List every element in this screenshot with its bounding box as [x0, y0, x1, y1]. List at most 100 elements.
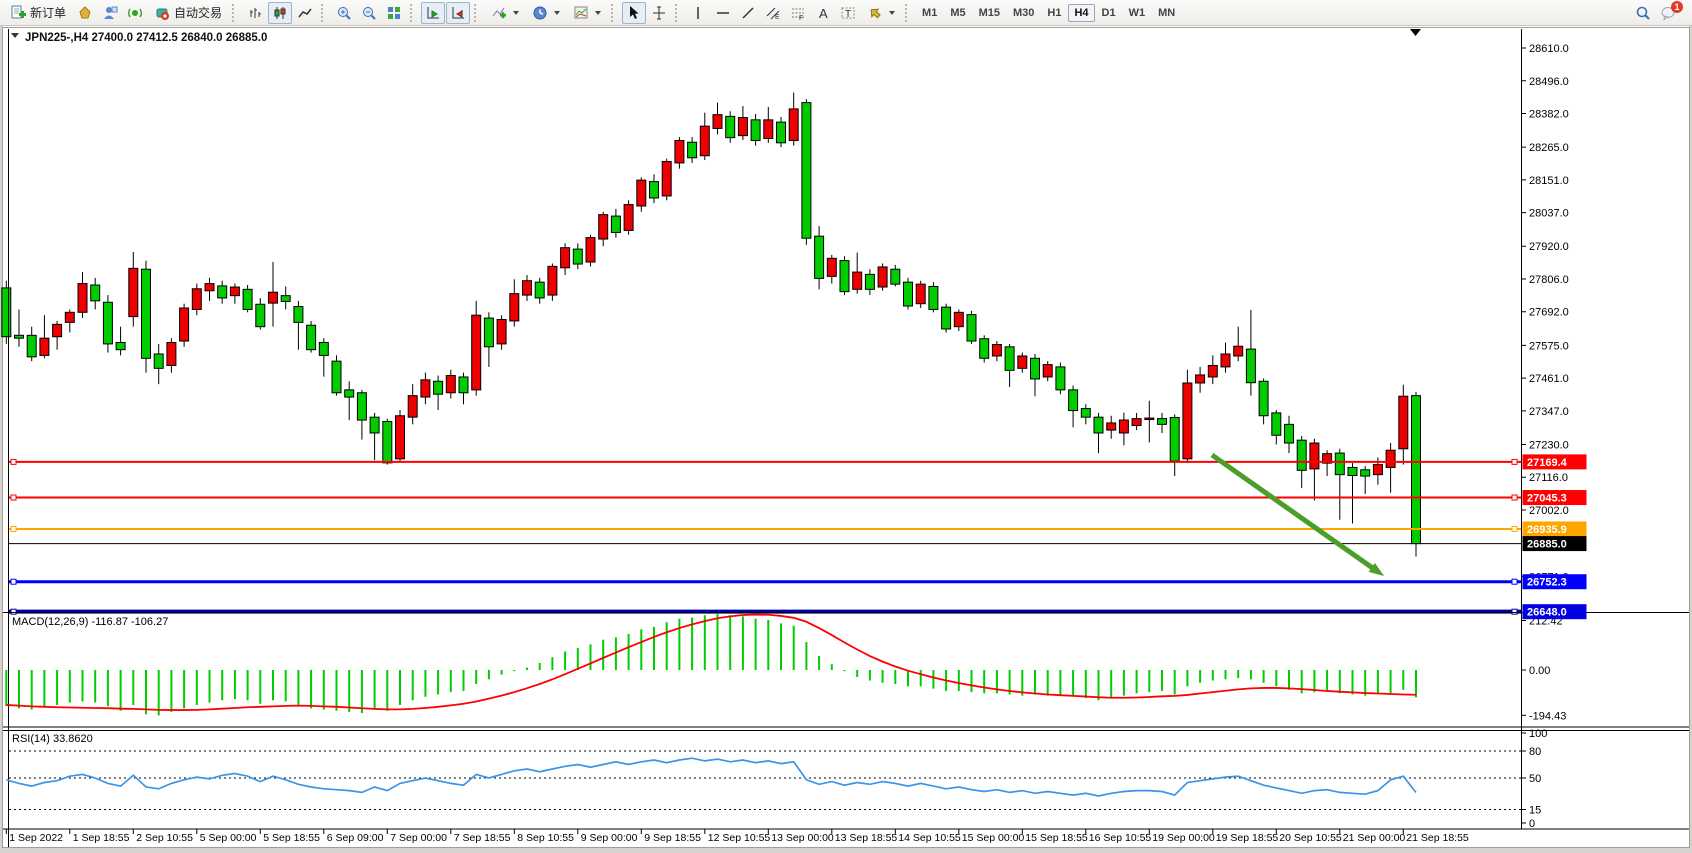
- candle: [1182, 382, 1193, 460]
- trendline-button[interactable]: [736, 2, 760, 24]
- zoom-in-button[interactable]: [332, 2, 356, 24]
- tab-m15[interactable]: M15: [978, 6, 1000, 19]
- tab-mn[interactable]: MN: [1158, 6, 1176, 19]
- hline-27169.4[interactable]: [9, 458, 1521, 465]
- fibonacci-button[interactable]: F: [786, 2, 810, 24]
- svg-text:80: 80: [1529, 746, 1541, 758]
- toolbar-grip[interactable]: [675, 3, 682, 22]
- candle: [14, 334, 24, 339]
- new-order-label: 新订单: [30, 6, 67, 20]
- svg-text:19 Sep 18:55: 19 Sep 18:55: [1216, 832, 1279, 844]
- svg-text:19 Sep 00:00: 19 Sep 00:00: [1152, 832, 1215, 844]
- auto-scroll-button[interactable]: [421, 1, 446, 24]
- trend-arrow-annotation[interactable]: [1210, 452, 1384, 576]
- candle: [1093, 416, 1104, 434]
- hline-26752.3[interactable]: [9, 578, 1521, 585]
- candle: [585, 237, 596, 263]
- candle: [204, 283, 215, 292]
- text-label-button[interactable]: T: [836, 2, 860, 24]
- price-pane[interactable]: [9, 30, 1521, 610]
- bar-chart-button[interactable]: [243, 2, 267, 24]
- auto-trading-icon: [156, 8, 170, 20]
- hline-26935.9[interactable]: [9, 525, 1521, 532]
- periods-button[interactable]: [526, 2, 566, 24]
- tab-h1[interactable]: H1: [1047, 6, 1062, 19]
- svg-text:13 Sep 18:55: 13 Sep 18:55: [835, 832, 898, 844]
- candle: [1144, 417, 1155, 421]
- candle: [1131, 418, 1142, 427]
- svg-text:1 Sep 18:55: 1 Sep 18:55: [73, 832, 130, 844]
- chart-title: JPN225-,H4 27400.0 27412.5 26840.0 26885…: [11, 32, 267, 44]
- chat-button[interactable]: 1: [1656, 0, 1683, 24]
- tab-m1[interactable]: M1: [922, 6, 938, 19]
- svg-text:27575.0: 27575.0: [1529, 340, 1569, 352]
- candle: [356, 392, 367, 421]
- candle: [864, 273, 875, 290]
- candle: [1042, 364, 1053, 378]
- candle: [242, 288, 253, 310]
- arrows-button[interactable]: [861, 2, 901, 24]
- time-axis[interactable]: 1 Sep 2022 1 Sep 18:55 2 Sep 10:55 5 Sep 00…: [5, 829, 1469, 844]
- vertical-line-button[interactable]: [686, 2, 710, 24]
- tab-h4[interactable]: H4: [1068, 3, 1095, 22]
- templates-button[interactable]: [567, 2, 607, 24]
- candle: [1309, 442, 1320, 470]
- candle: [471, 314, 482, 391]
- cursor-button[interactable]: [622, 1, 647, 24]
- tab-m5[interactable]: M5: [950, 6, 966, 19]
- candle: [1106, 422, 1117, 431]
- toolbar-grip[interactable]: [905, 3, 912, 22]
- navigator-button[interactable]: [123, 2, 147, 24]
- toolbar-grip[interactable]: [232, 3, 239, 22]
- tile-windows-button[interactable]: [382, 2, 406, 24]
- candle: [788, 108, 799, 142]
- line-chart-icon: [298, 8, 312, 17]
- equidistant-channel-button[interactable]: E: [761, 2, 785, 24]
- market-watch-button[interactable]: [73, 2, 97, 24]
- notification-badge: 1: [1671, 0, 1683, 13]
- candle: [509, 293, 520, 322]
- candle: [852, 271, 863, 290]
- svg-text:5 Sep 18:55: 5 Sep 18:55: [263, 832, 320, 844]
- hline-26648.0[interactable]: [9, 608, 1521, 615]
- new-order-button[interactable]: 新订单: [4, 2, 72, 24]
- svg-text:50: 50: [1529, 773, 1541, 785]
- candle: [1385, 449, 1396, 468]
- svg-text:27116.0: 27116.0: [1529, 472, 1568, 484]
- chart-shift-button[interactable]: [446, 1, 471, 24]
- chart-shift-icon: [452, 6, 465, 18]
- clock-icon: [533, 6, 547, 19]
- candle: [1322, 453, 1333, 464]
- auto-scroll-icon: [427, 6, 440, 18]
- candle: [141, 268, 151, 359]
- candle: [420, 379, 431, 398]
- auto-trading-button[interactable]: 自动交易: [148, 2, 228, 24]
- rsi-pane[interactable]: [9, 731, 1521, 828]
- auto-trading-label: 自动交易: [174, 6, 223, 20]
- line-chart-button[interactable]: [293, 2, 317, 24]
- trendline-icon: [742, 6, 754, 19]
- candle: [522, 280, 532, 296]
- data-window-button[interactable]: [98, 2, 122, 24]
- tab-w1[interactable]: W1: [1128, 6, 1146, 19]
- candle: [1347, 466, 1358, 477]
- candle: [826, 257, 837, 277]
- toolbar-grip[interactable]: [321, 3, 328, 22]
- candle: [102, 301, 113, 345]
- zoom-out-button[interactable]: [357, 2, 381, 24]
- toolbar-grip[interactable]: [611, 3, 618, 22]
- tab-d1[interactable]: D1: [1101, 6, 1116, 19]
- text-button[interactable]: A: [811, 2, 835, 24]
- horizontal-line-button[interactable]: [711, 2, 735, 24]
- chart-menu-arrow-icon[interactable]: [11, 33, 19, 38]
- candle: [1258, 380, 1269, 417]
- toolbar-grip[interactable]: [474, 3, 481, 22]
- macd-label: MACD(12,26,9) -116.87 -106.27: [12, 616, 168, 628]
- candlestick-chart-button[interactable]: [268, 1, 293, 24]
- crosshair-button[interactable]: [647, 2, 671, 24]
- tab-m30[interactable]: M30: [1013, 6, 1035, 19]
- search-button[interactable]: [1631, 2, 1655, 24]
- toolbar-grip[interactable]: [410, 3, 417, 22]
- indicators-button[interactable]: [485, 2, 525, 24]
